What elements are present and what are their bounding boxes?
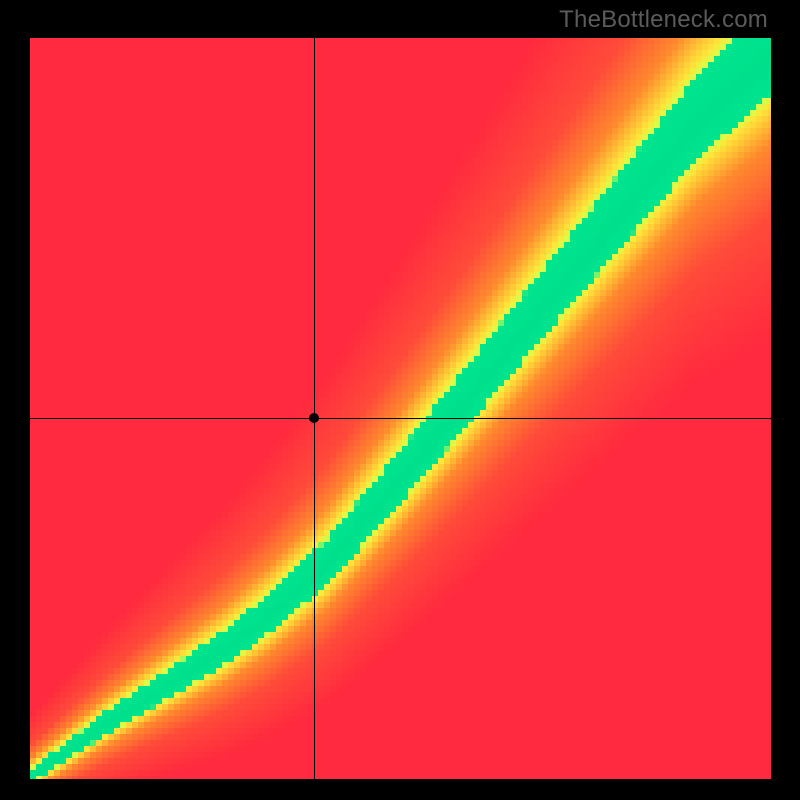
crosshair-horizontal — [30, 418, 771, 419]
frame: TheBottleneck.com — [0, 0, 800, 800]
crosshair-vertical — [314, 38, 315, 779]
watermark-text: TheBottleneck.com — [559, 6, 768, 34]
data-point-marker — [309, 413, 319, 423]
heatmap-plot — [30, 38, 771, 779]
heatmap-canvas — [30, 38, 771, 779]
